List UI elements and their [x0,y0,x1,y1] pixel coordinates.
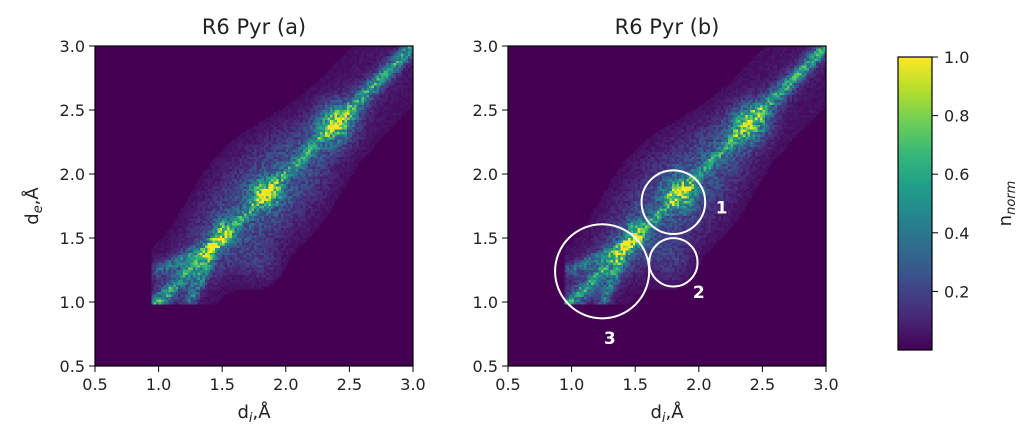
y-tick-label: 3.0 [60,37,85,56]
y-tick-label: 2.5 [60,101,85,120]
x-tick-label: 0.5 [495,375,520,394]
colorbar-tick-label: 0.8 [944,107,969,126]
y-tick-label: 3.0 [473,37,498,56]
colorbar-label: nnorm [995,181,1019,227]
y-tick-label: 2.5 [473,101,498,120]
colorbar: 1.0 0.8 0.6 0.4 0.2 nnorm [897,48,1019,351]
x-tick-label: 1.0 [146,375,171,394]
plot-frame [94,45,414,367]
highlight-circle-1 [640,169,707,235]
plot-frame [507,45,827,367]
colorbar-gradient [897,56,933,351]
x-tick-label: 1.5 [622,375,647,394]
panel-title: R6 Pyr (b) [615,15,720,39]
x-tick-label: 0.5 [82,375,107,394]
colorbar-tick-label: 0.6 [944,165,969,184]
y-tick-label: 2.0 [473,165,498,184]
x-tick-label: 3.0 [813,375,838,394]
x-tick-label: 1.5 [209,375,234,394]
highlight-circle-3 [554,223,651,320]
y-tick-label: 2.0 [60,165,85,184]
density-heatmap [508,46,826,366]
y-axis-label: de,Å [21,187,46,225]
x-tick-label: 2.0 [686,375,711,394]
x-axis-label: di,Å [650,401,684,426]
x-axis-label: di,Å [237,401,271,426]
colorbar-tick-label: 1.0 [944,48,969,67]
y-tick-label: 1.0 [60,293,85,312]
y-tick-label: 1.0 [473,293,498,312]
panel-a: 0.5 1.0 1.5 2.0 2.5 3.0 0.5 1.0 1.5 2.0 2.5 3.0 R6 P… [21,15,426,426]
panel-title: R6 Pyr (a) [202,15,306,39]
y-tick-label: 1.5 [473,229,498,248]
highlight-label-1: 1 [716,198,728,218]
highlight-label-3: 3 [604,329,616,349]
colorbar-tick-label: 0.2 [944,282,969,301]
x-tick-label: 2.0 [273,375,298,394]
x-tick-label: 2.5 [750,375,775,394]
y-tick-label: 0.5 [60,357,85,376]
y-tick-label: 1.5 [60,229,85,248]
density-heatmap [95,46,413,366]
x-tick-label: 3.0 [400,375,425,394]
x-tick-label: 1.0 [559,375,584,394]
y-tick-label: 0.5 [473,357,498,376]
x-tick-label: 2.5 [337,375,362,394]
colorbar-tick-label: 0.4 [944,224,969,243]
highlight-label-2: 2 [693,283,705,303]
panel-b: 0.5 1.0 1.5 2.0 2.5 3.0 0.5 1.0 1.5 2.0 2.5 3.0 R6 P… [473,15,839,426]
